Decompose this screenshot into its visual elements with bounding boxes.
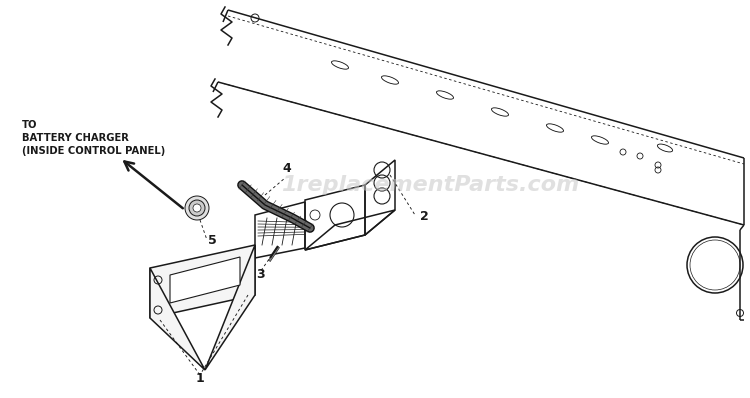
Text: 2: 2 [420,210,429,223]
Polygon shape [150,245,255,318]
Circle shape [189,200,205,216]
Polygon shape [150,268,205,370]
Polygon shape [205,245,255,370]
Text: TO
BATTERY CHARGER
(INSIDE CONTROL PANEL): TO BATTERY CHARGER (INSIDE CONTROL PANEL… [22,120,165,156]
Text: 5: 5 [208,234,217,247]
Polygon shape [170,257,240,303]
Circle shape [193,204,201,212]
Circle shape [185,196,209,220]
Text: 3: 3 [256,268,265,281]
Text: 4: 4 [282,162,291,175]
Text: 1: 1 [196,372,204,385]
Text: 1replacementParts.com: 1replacementParts.com [281,175,579,195]
